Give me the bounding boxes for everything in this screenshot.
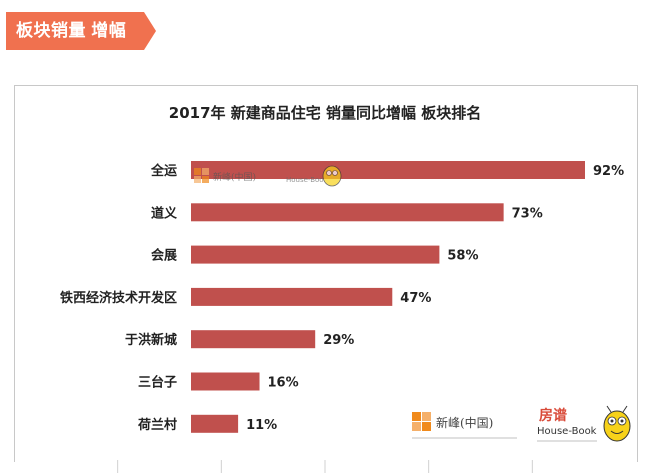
- category-label: 于洪新城: [125, 332, 177, 348]
- value-label: 73%: [512, 206, 543, 221]
- section-tag: 板块销量 增幅: [6, 12, 156, 50]
- bar: [191, 414, 239, 433]
- bar: [191, 372, 260, 391]
- value-label: 58%: [447, 249, 478, 264]
- category-label: 道义: [151, 205, 178, 221]
- bar: [191, 245, 440, 264]
- bar: [191, 161, 585, 179]
- bar: [191, 330, 316, 349]
- bars: 全运 92% 道义 73% 会展 58% 铁西经济技术开发区 47% 于洪新城 29% 三台子 16%…: [59, 161, 624, 433]
- category-label: 全运: [150, 163, 177, 179]
- value-label: 11%: [246, 418, 277, 433]
- svg-text:新峰(中国): 新峰(中国): [436, 415, 493, 430]
- value-label: 47%: [400, 291, 431, 306]
- brand-logo-a: 新峰(中国): [412, 412, 517, 439]
- category-label: 三台子: [138, 375, 177, 391]
- svg-text:House-Book: House-Book: [537, 426, 597, 437]
- svg-text:新峰(中国): 新峰(中国): [213, 171, 256, 183]
- chart-title: 2017年 新建商品住宅 销量同比增幅 板块排名: [169, 104, 481, 122]
- value-label: 16%: [268, 376, 299, 391]
- bar: [191, 287, 393, 306]
- bar: [191, 203, 504, 222]
- category-label: 会展: [151, 248, 178, 264]
- svg-text:House-Book: House-Book: [286, 176, 329, 184]
- value-label: 92%: [593, 164, 624, 179]
- value-label: 29%: [323, 333, 354, 348]
- brand-logo-b: 房谱 House-Book: [537, 405, 631, 442]
- brand-logo-small-b: House-Book: [286, 165, 342, 187]
- svg-text:房谱: 房谱: [539, 407, 567, 424]
- category-label: 荷兰村: [137, 417, 177, 433]
- brand-logo-small-a: 新峰(中国): [194, 168, 256, 183]
- category-label: 铁西经济技术开发区: [59, 290, 177, 306]
- chart-frame: [14, 85, 638, 462]
- grid-lines: [117, 460, 533, 473]
